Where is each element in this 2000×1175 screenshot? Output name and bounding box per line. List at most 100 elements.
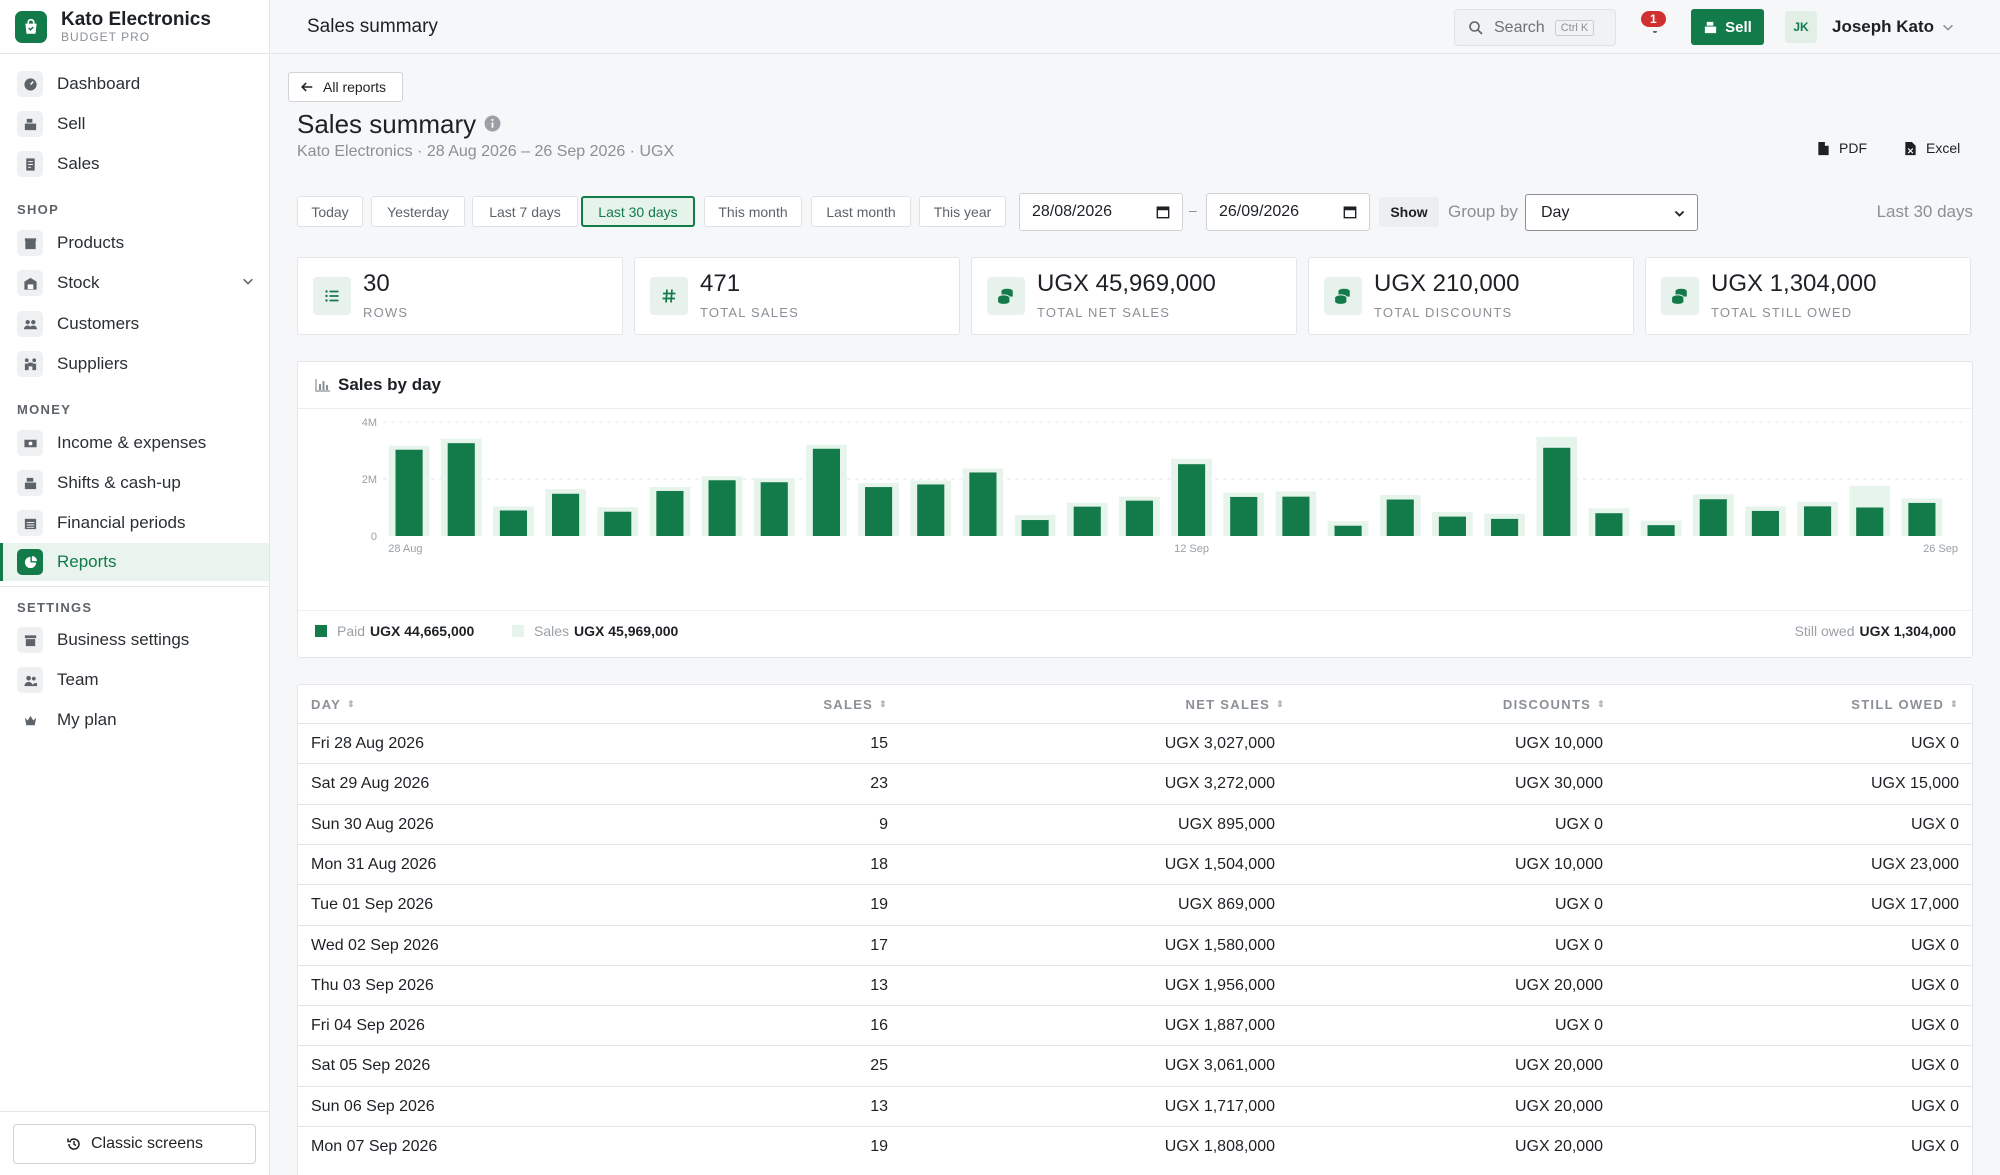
notification-count-badge[interactable]: 1 <box>1641 11 1666 27</box>
cell-sales: 23 <box>870 775 888 793</box>
avatar[interactable]: JK <box>1785 11 1817 43</box>
bar-paid[interactable] <box>1178 464 1206 536</box>
bar-paid[interactable] <box>1804 506 1832 536</box>
table-row[interactable]: Sun 06 Sep 2026 13 UGX 1,717,000 UGX 20,000… <box>298 1085 1972 1126</box>
user-name[interactable]: Joseph Kato <box>1832 17 1935 36</box>
sell-button[interactable]: Sell <box>1691 9 1764 45</box>
bar-paid[interactable] <box>1491 518 1519 536</box>
sidebar-item-business-settings[interactable]: Business settings <box>0 621 269 659</box>
bar-paid[interactable] <box>1543 447 1571 536</box>
group-by-select[interactable]: Day <box>1525 194 1698 231</box>
info-icon[interactable] <box>484 115 501 132</box>
legend-paid: Paid UGX 44,665,000 <box>315 623 474 639</box>
cell-sales: 15 <box>870 735 888 752</box>
sort-icon[interactable]: ⇕ <box>1276 698 1285 709</box>
bar-paid[interactable] <box>447 443 475 536</box>
column-header-sales[interactable]: SALES ⇕ <box>823 685 888 723</box>
bar-paid[interactable] <box>1751 510 1779 536</box>
bar-paid[interactable] <box>604 511 632 536</box>
bar-paid[interactable] <box>1647 525 1675 536</box>
calendar-icon[interactable] <box>1343 205 1357 219</box>
range-last-month-button[interactable]: Last month <box>811 196 911 227</box>
table-row[interactable]: Thu 03 Sep 2026 13 UGX 1,956,000 UGX 20,000… <box>298 964 1972 1005</box>
range-this-year-button[interactable]: This year <box>919 196 1006 227</box>
receipt-icon <box>17 151 43 177</box>
bar-paid[interactable] <box>708 480 736 536</box>
sidebar-item-team[interactable]: Team <box>0 661 269 699</box>
column-header-discounts[interactable]: DISCOUNTS ⇕ <box>1503 685 1606 723</box>
bar-chart: 4M 2M 0 28 Aug 12 Sep 26 Sep <box>362 417 1968 555</box>
bar-paid[interactable] <box>969 472 997 536</box>
divider <box>0 586 269 587</box>
sidebar-item-financial-periods[interactable]: Financial periods <box>0 504 269 542</box>
classic-screens-button[interactable]: Classic screens <box>13 1124 256 1164</box>
table-row[interactable]: Tue 01 Sep 2026 19 UGX 869,000 UGX 0 UGX 17,… <box>298 884 1972 924</box>
bar-paid[interactable] <box>1595 513 1623 536</box>
date-from-input[interactable]: 28/08/2026 <box>1019 193 1183 231</box>
bell-icon[interactable] <box>1640 9 1670 39</box>
sort-icon[interactable]: ⇕ <box>1950 698 1959 709</box>
bar-paid[interactable] <box>1438 516 1466 536</box>
bar-paid[interactable] <box>760 482 788 536</box>
bar-paid[interactable] <box>499 510 527 536</box>
bar-paid[interactable] <box>656 490 684 536</box>
table-row[interactable]: Fri 28 Aug 2026 15 UGX 3,027,000 UGX 10,000… <box>298 723 1972 763</box>
bar-paid[interactable] <box>1856 507 1884 537</box>
sidebar-item-products[interactable]: Products <box>0 224 269 262</box>
show-button[interactable]: Show <box>1379 197 1439 227</box>
table-row[interactable]: Sat 29 Aug 2026 23 UGX 3,272,000 UGX 30,000… <box>298 763 1972 803</box>
bar-paid[interactable] <box>1021 520 1049 536</box>
bar-paid[interactable] <box>552 493 580 536</box>
export-excel-button[interactable]: Excel <box>1904 140 1960 156</box>
table-row[interactable]: Fri 04 Sep 2026 16 UGX 1,887,000 UGX 0 UGX 0 <box>298 1005 1972 1045</box>
column-header-day[interactable]: DAY ⇕ <box>311 685 356 723</box>
range-yesterday-button[interactable]: Yesterday <box>371 196 465 227</box>
bar-paid[interactable] <box>1073 506 1101 536</box>
kpi-label: ROWS <box>363 305 409 320</box>
calendar-icon[interactable] <box>1156 205 1170 219</box>
sidebar-item-income-expenses[interactable]: Income & expenses <box>0 424 269 462</box>
bar-paid[interactable] <box>1908 502 1936 536</box>
sidebar-item-reports[interactable]: Reports <box>0 543 269 581</box>
date-to-input[interactable]: 26/09/2026 <box>1206 193 1370 231</box>
sidebar-item-suppliers[interactable]: Suppliers <box>0 345 269 383</box>
table-row[interactable]: Sat 05 Sep 2026 25 UGX 3,061,000 UGX 20,000… <box>298 1045 1972 1085</box>
sidebar-item-shifts[interactable]: Shifts & cash-up <box>0 464 269 502</box>
sort-icon[interactable]: ⇕ <box>1597 698 1606 709</box>
sidebar-item-customers[interactable]: Customers <box>0 305 269 343</box>
sidebar-item-sales[interactable]: Sales <box>0 145 269 183</box>
range-last-30-days-button[interactable]: Last 30 days <box>581 196 695 227</box>
export-pdf-button[interactable]: PDF <box>1817 140 1867 156</box>
sidebar-item-sell[interactable]: Sell <box>0 105 269 143</box>
bar-paid[interactable] <box>1282 496 1310 536</box>
chevron-down-icon[interactable] <box>241 274 255 288</box>
cell-sales: 16 <box>870 1017 888 1035</box>
sidebar-item-stock[interactable]: Stock <box>0 264 269 302</box>
sort-icon[interactable]: ⇕ <box>347 698 356 709</box>
all-reports-button[interactable]: All reports <box>288 72 403 102</box>
search-button[interactable]: Search Ctrl K <box>1454 9 1616 46</box>
column-header-still-owed[interactable]: STILL OWED ⇕ <box>1851 685 1959 723</box>
column-header-net-sales[interactable]: NET SALES ⇕ <box>1186 685 1286 723</box>
bar-paid[interactable] <box>1125 500 1153 536</box>
bar-paid[interactable] <box>865 487 893 536</box>
chevron-down-icon[interactable] <box>1941 20 1955 34</box>
table-row[interactable]: Mon 31 Aug 2026 18 UGX 1,504,000 UGX 10,000… <box>298 843 1972 884</box>
table-row[interactable]: Sun 30 Aug 2026 9 UGX 895,000 UGX 0 UGX 0 <box>298 803 1972 844</box>
range-this-month-button[interactable]: This month <box>704 196 802 227</box>
sidebar-item-my-plan[interactable]: My plan <box>0 701 269 739</box>
bar-paid[interactable] <box>395 449 423 536</box>
brand[interactable]: Kato Electronics BUDGET PRO <box>0 0 269 54</box>
bar-paid[interactable] <box>1334 525 1362 536</box>
sort-icon[interactable]: ⇕ <box>879 698 888 709</box>
range-last-7-days-button[interactable]: Last 7 days <box>472 196 578 227</box>
range-today-button[interactable]: Today <box>297 196 363 227</box>
bar-paid[interactable] <box>1230 496 1258 536</box>
bar-paid[interactable] <box>917 484 945 536</box>
table-row[interactable]: Mon 07 Sep 2026 19 UGX 1,808,000 UGX 20,000… <box>298 1126 1972 1166</box>
table-row[interactable]: Wed 02 Sep 2026 17 UGX 1,580,000 UGX 0 UGX 0 <box>298 924 1972 965</box>
bar-paid[interactable] <box>812 448 840 536</box>
sidebar-item-dashboard[interactable]: Dashboard <box>0 65 269 103</box>
bar-paid[interactable] <box>1699 499 1727 536</box>
bar-paid[interactable] <box>1386 499 1414 536</box>
